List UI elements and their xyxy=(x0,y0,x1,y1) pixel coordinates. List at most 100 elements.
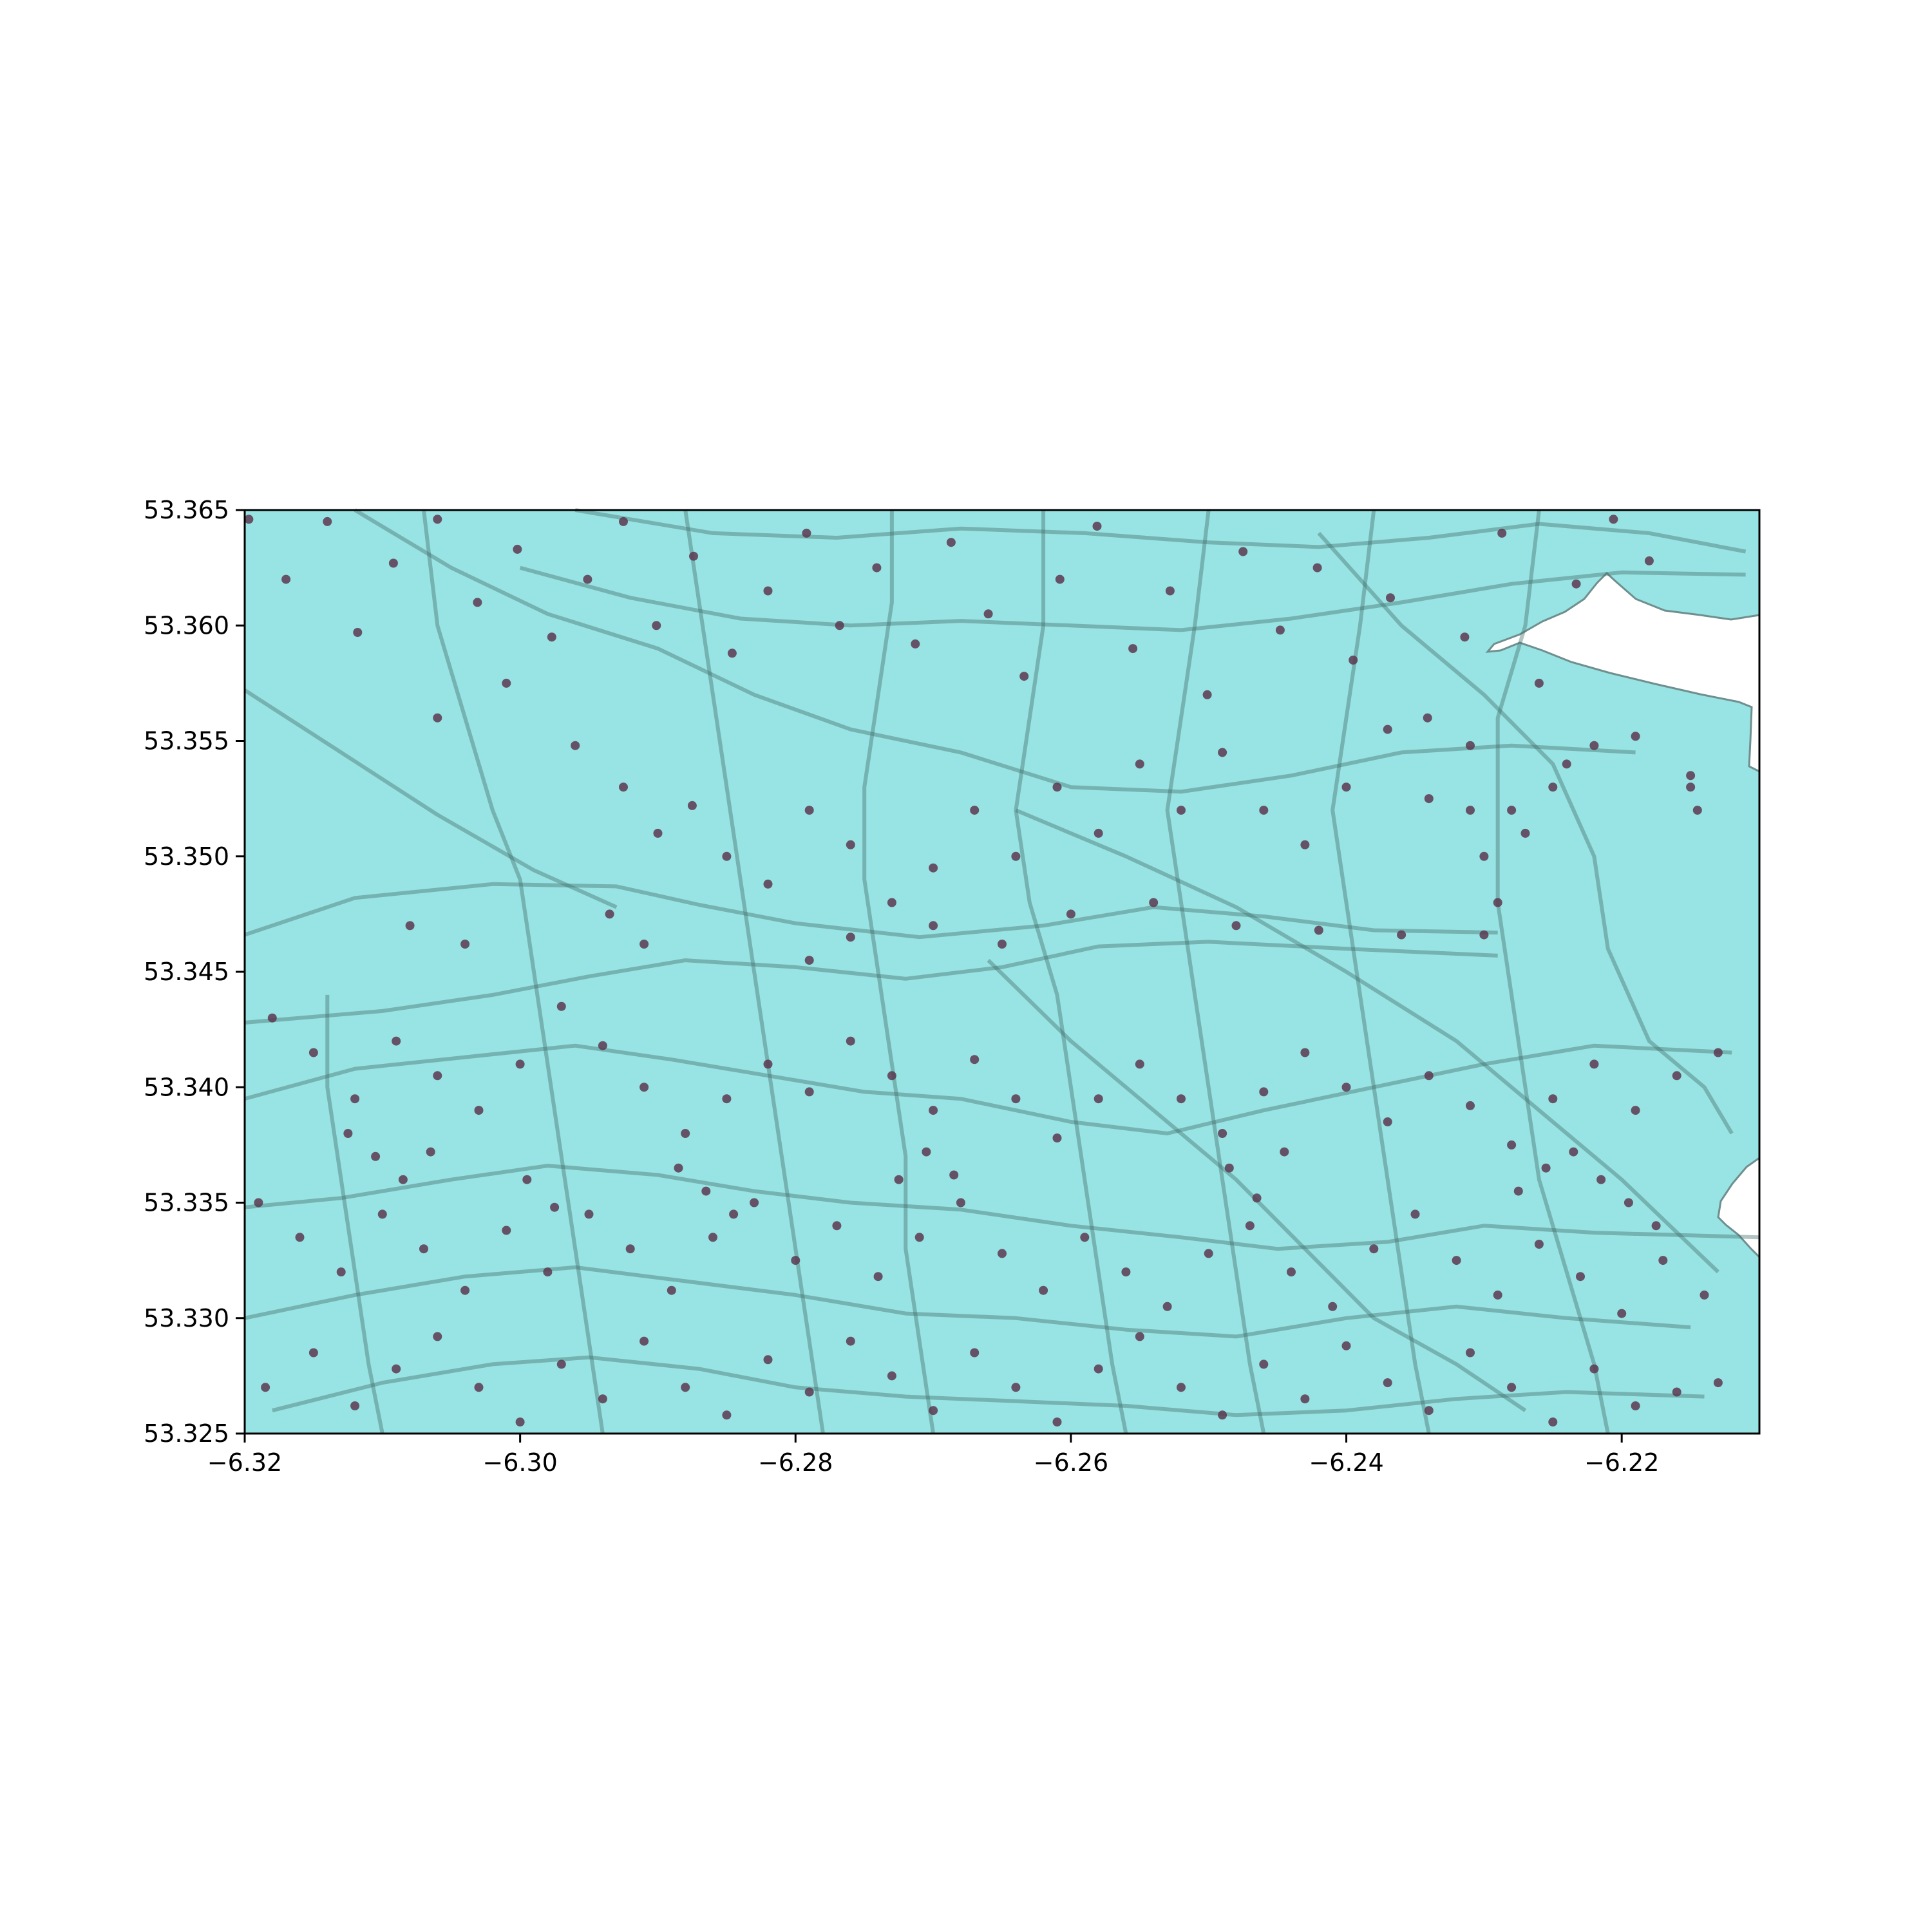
street-node xyxy=(1507,1383,1517,1392)
street-node xyxy=(1460,632,1470,642)
street-node xyxy=(1576,1272,1585,1282)
street-line xyxy=(1015,808,1719,1274)
street-node xyxy=(392,1036,401,1046)
street-node xyxy=(1672,1387,1681,1397)
y-tick-label: 53.340 xyxy=(144,1073,229,1101)
street-node xyxy=(605,909,614,919)
street-line xyxy=(243,688,618,909)
street-node xyxy=(419,1244,428,1254)
street-node xyxy=(625,1244,635,1254)
street-node xyxy=(1672,1071,1681,1081)
street-node xyxy=(701,1186,711,1196)
street-node xyxy=(1383,724,1392,734)
street-node xyxy=(244,515,254,524)
street-node xyxy=(1507,806,1517,815)
street-node xyxy=(1569,1147,1578,1157)
street-node xyxy=(763,1059,773,1069)
street-node xyxy=(619,516,628,526)
street-node xyxy=(1177,1094,1186,1104)
street-node xyxy=(515,1059,525,1069)
street-node xyxy=(584,1209,594,1219)
street-node xyxy=(267,1013,277,1023)
street-node xyxy=(1349,656,1358,665)
street-line xyxy=(574,508,1747,554)
street-node xyxy=(970,1055,980,1065)
street-node xyxy=(1275,625,1285,635)
street-node xyxy=(1589,741,1599,750)
street-node xyxy=(681,1129,690,1138)
street-node xyxy=(405,921,415,931)
street-node xyxy=(398,1175,408,1184)
street-node xyxy=(1424,1406,1434,1416)
street-node xyxy=(1094,1364,1103,1374)
street-node xyxy=(763,1355,773,1365)
street-node xyxy=(1341,1083,1351,1092)
street-node xyxy=(873,1272,883,1282)
street-node xyxy=(681,1383,690,1392)
street-node xyxy=(1135,759,1144,769)
street-network xyxy=(243,508,1760,1434)
street-node xyxy=(522,1175,532,1184)
street-node xyxy=(1259,806,1269,815)
street-node xyxy=(832,1221,842,1231)
street-node xyxy=(1245,1221,1255,1231)
street-node xyxy=(1314,925,1323,935)
street-node xyxy=(1259,1087,1269,1097)
street-node xyxy=(1479,930,1489,940)
street-node xyxy=(1466,1348,1475,1358)
street-node xyxy=(998,940,1007,949)
street-node xyxy=(750,1198,759,1208)
street-node xyxy=(460,940,470,949)
street-node xyxy=(1019,672,1029,681)
street-node xyxy=(914,1233,924,1242)
street-node xyxy=(1094,828,1103,838)
y-tick-label: 53.365 xyxy=(144,496,229,524)
street-node xyxy=(1466,1101,1475,1110)
street-node xyxy=(722,1410,732,1420)
street-node xyxy=(1011,851,1021,861)
street-node xyxy=(653,828,663,838)
street-node xyxy=(1149,898,1159,907)
street-node xyxy=(583,574,592,584)
street-node xyxy=(1386,593,1395,603)
street-node xyxy=(1700,1290,1709,1300)
water-area xyxy=(1717,1156,1761,1260)
street-node xyxy=(1218,748,1227,757)
street-node xyxy=(353,628,363,637)
street-node xyxy=(1259,1359,1269,1369)
street-node xyxy=(433,1332,442,1341)
street-node xyxy=(295,1233,305,1242)
street-node xyxy=(1052,1133,1062,1143)
street-node xyxy=(929,1406,938,1416)
street-node xyxy=(929,921,938,931)
street-line xyxy=(244,882,1498,940)
street-node xyxy=(1287,1267,1296,1277)
street-node xyxy=(970,806,980,815)
street-node xyxy=(846,933,855,942)
street-node xyxy=(1177,1383,1186,1392)
street-node xyxy=(887,1071,896,1081)
street-node xyxy=(1520,828,1530,838)
street-node xyxy=(887,898,896,907)
street-node xyxy=(1177,806,1186,815)
y-tick-label: 53.325 xyxy=(144,1419,229,1448)
street-node xyxy=(956,1198,965,1208)
street-node xyxy=(1341,782,1351,792)
street-node xyxy=(281,574,291,584)
x-tick-label: −6.24 xyxy=(1309,1448,1383,1477)
street-line xyxy=(1014,510,1128,1434)
street-node xyxy=(1055,574,1065,584)
street-node xyxy=(804,1387,814,1397)
street-node xyxy=(1092,522,1102,531)
x-axis: −6.32 −6.30 −6.28 −6.26 −6.24 −6.22 xyxy=(207,1434,1659,1477)
street-node xyxy=(1562,759,1571,769)
street-node xyxy=(804,956,814,965)
street-node xyxy=(1466,741,1475,750)
street-node xyxy=(1238,547,1248,556)
street-node xyxy=(1644,556,1654,565)
street-node xyxy=(556,1001,566,1011)
street-node xyxy=(1713,1378,1723,1388)
street-node xyxy=(667,1285,676,1295)
street-node xyxy=(639,940,649,949)
x-tick-label: −6.28 xyxy=(758,1448,833,1477)
